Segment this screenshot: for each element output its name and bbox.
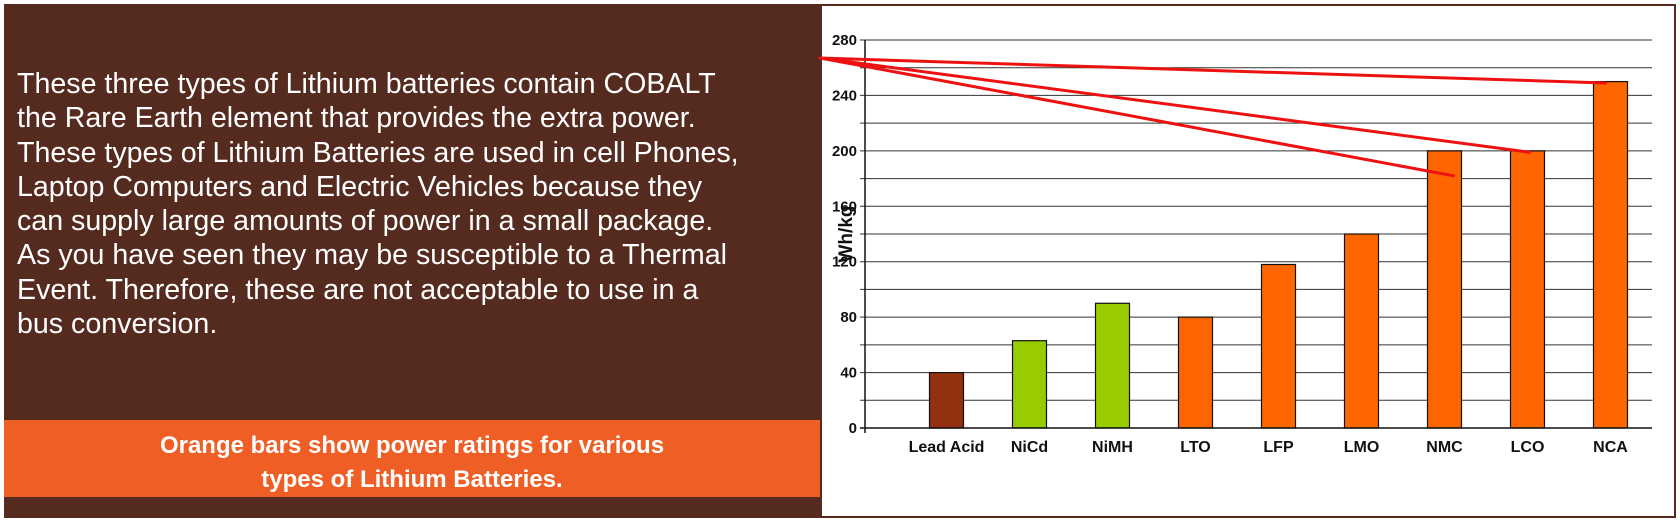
body-line: Event. Therefore, these are not acceptab… xyxy=(17,273,699,306)
caption-band: Orange bars show power ratings for vario… xyxy=(4,420,820,497)
bottom-strip xyxy=(4,497,820,518)
y-tick-label: 280 xyxy=(832,32,857,49)
y-tick-label: 40 xyxy=(840,365,857,382)
pointer-line xyxy=(818,56,1607,85)
bar xyxy=(1177,316,1214,429)
caption-line: Orange bars show power ratings for vario… xyxy=(159,432,665,459)
x-tick-label: NCA xyxy=(1593,439,1628,456)
pointer-line xyxy=(818,56,1531,154)
axes xyxy=(860,40,1652,433)
y-tick-label: 120 xyxy=(832,254,857,271)
y-tick-label: 160 xyxy=(832,198,857,215)
bar xyxy=(928,371,965,429)
x-tick-label: NiMH xyxy=(1092,439,1133,456)
body-line: bus conversion. xyxy=(17,308,218,341)
pointer-line xyxy=(818,56,1455,178)
bar xyxy=(1509,150,1546,429)
x-tick-label: Lead Acid xyxy=(909,439,985,456)
bar xyxy=(1343,233,1380,429)
caption-line: types of Lithium Batteries. xyxy=(261,466,563,493)
y-tick-label: 0 xyxy=(849,420,857,437)
y-tick-label: 200 xyxy=(832,143,857,160)
body-line: can supply large amounts of power in a s… xyxy=(17,205,714,238)
bar xyxy=(1260,263,1297,429)
x-tick-label: NiCd xyxy=(1011,439,1048,456)
x-tick-label: LCO xyxy=(1511,439,1545,456)
y-axis-label: Wh/kg xyxy=(836,206,857,263)
text-panel xyxy=(4,4,820,422)
bars xyxy=(928,80,1629,429)
bar xyxy=(1426,150,1463,429)
y-tick-label: 80 xyxy=(840,309,857,326)
y-tick-labels: 0 40 80 120 160 200 240 280 xyxy=(832,32,857,437)
body-line: As you have seen they may be susceptible… xyxy=(17,239,727,272)
body-line: These types of Lithium Batteries are use… xyxy=(17,136,739,169)
bar xyxy=(1094,302,1131,429)
bar xyxy=(1592,80,1629,429)
y-tick-label: 240 xyxy=(832,87,857,104)
x-tick-label: NMC xyxy=(1426,439,1463,456)
body-line: the Rare Earth element that provides the… xyxy=(17,102,696,135)
pointer-lines xyxy=(818,56,1607,178)
body-text: These three types of Lithium batteries c… xyxy=(17,67,817,341)
x-tick-label: LFP xyxy=(1263,439,1294,456)
body-line: These three types of Lithium batteries c… xyxy=(17,68,716,100)
x-tick-label: LMO xyxy=(1344,439,1380,456)
bar xyxy=(1011,340,1048,429)
x-tick-label: LTO xyxy=(1180,439,1211,456)
x-tick-labels: Lead Acid NiCd NiMH LTO LFP LMO NMC LCO NCA xyxy=(909,439,1629,456)
body-line: Laptop Computers and Electric Vehicles b… xyxy=(17,170,703,203)
caption-text: Orange bars show power ratings for vario… xyxy=(4,429,820,497)
